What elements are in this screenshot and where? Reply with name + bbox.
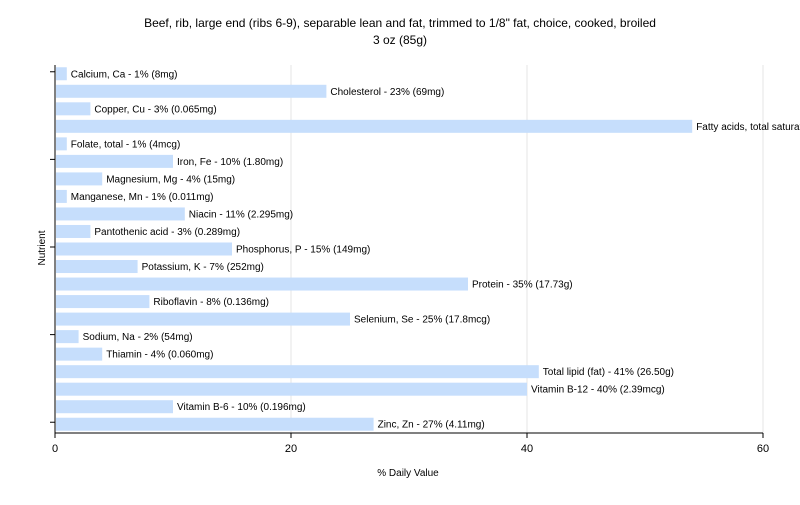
bar [56,84,327,98]
bar [56,417,374,431]
x-tick-label: 0 [52,443,58,455]
bar [56,189,67,203]
bar-data-label: Magnesium, Mg - 4% (15mg) [106,174,235,185]
bar-data-label: Total lipid (fat) - 41% (26.50g) [543,367,674,378]
bar-data-label: Thiamin - 4% (0.060mg) [106,350,213,361]
bar-data-label: Selenium, Se - 25% (17.8mcg) [354,315,490,326]
bar [56,400,173,414]
bar [56,242,232,256]
x-tick-label: 60 [757,443,769,455]
bar-data-label: Cholesterol - 23% (69mg) [330,87,444,98]
bar [56,137,67,151]
x-tick-label: 20 [285,443,297,455]
bar [56,295,150,309]
bar [56,312,350,326]
bar-data-label: Calcium, Ca - 1% (8mg) [71,69,178,80]
bar-data-label: Protein - 35% (17.73g) [472,280,573,291]
y-axis-title: Nutrient [37,230,48,265]
bar [56,347,103,361]
bar [56,277,468,291]
bar-data-label: Zinc, Zn - 27% (4.11mg) [378,420,485,431]
bar [56,207,185,221]
bar-data-label: Sodium, Na - 2% (54mg) [83,332,193,343]
bar-data-label: Copper, Cu - 3% (0.065mg) [94,104,216,115]
bar-data-label: Vitamin B-12 - 40% (2.39mcg) [531,385,665,396]
bar-data-label: Folate, total - 1% (4mcg) [71,139,180,150]
bar [56,172,103,186]
chart-subtitle: 3 oz (85g) [373,33,427,47]
bar [56,102,91,116]
bar-data-label: Manganese, Mn - 1% (0.011mg) [71,192,214,203]
bar [56,224,91,238]
bar [56,330,79,344]
bar-data-label: Pantothenic acid - 3% (0.289mg) [94,227,240,238]
x-tick-label: 40 [521,443,533,455]
bar [56,365,539,379]
bar [56,119,693,133]
bar-data-label: Fatty acids, total saturated - 54% (10.7… [696,122,800,133]
bar-data-label: Phosphorus, P - 15% (149mg) [236,245,370,256]
bar [56,67,67,81]
bar-data-label: Niacin - 11% (2.295mg) [189,209,293,220]
bar-data-label: Iron, Fe - 10% (1.80mg) [177,157,283,168]
bars-group: Calcium, Ca - 1% (8mg) Cholesterol - 23% … [56,67,800,431]
x-axis-title: % Daily Value [377,468,439,479]
bar [56,260,138,274]
bar-data-label: Vitamin B-6 - 10% (0.196mg) [177,402,306,413]
bar-data-label: Potassium, K - 7% (252mg) [142,262,264,273]
chart-title: Beef, rib, large end (ribs 6-9), separab… [144,16,656,30]
bar [56,382,527,396]
bar-data-label: Riboflavin - 8% (0.136mg) [153,297,269,308]
axes-group: 0 20 40 60 [50,65,769,455]
bar [56,154,173,168]
